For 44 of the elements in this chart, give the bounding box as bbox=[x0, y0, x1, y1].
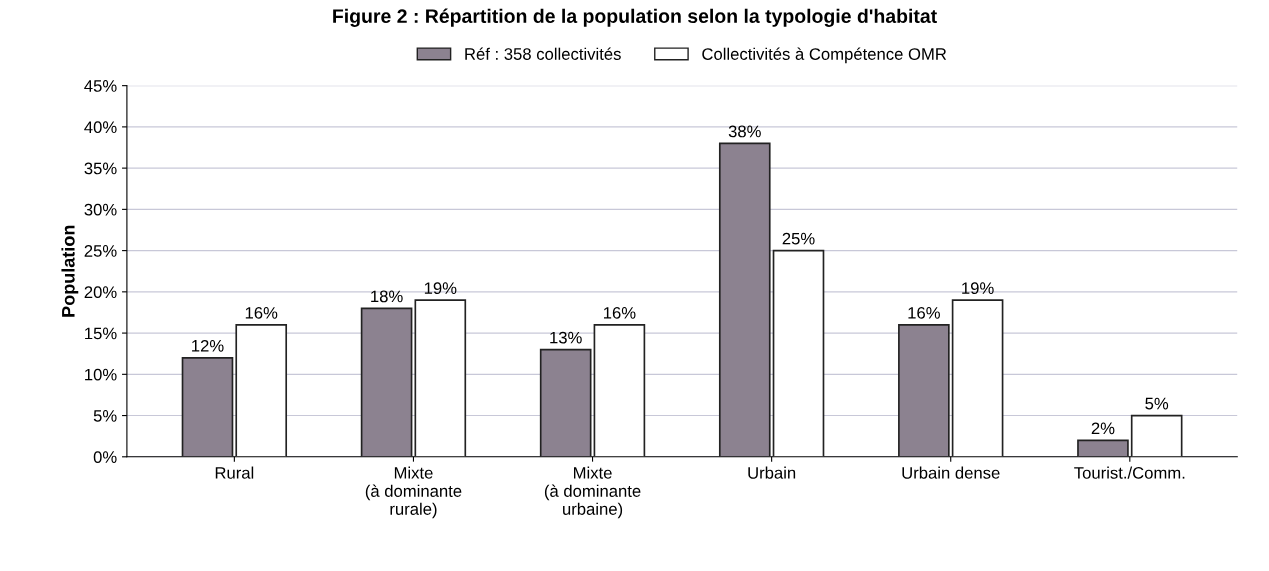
y-tick-label: 10% bbox=[85, 368, 117, 381]
bar bbox=[898, 324, 950, 457]
data-label: 19% bbox=[424, 282, 457, 295]
chart-title: Figure 2 : Répartition de la population selon la typologie d'habitat bbox=[333, 8, 937, 27]
y-axis-title: Population bbox=[61, 225, 79, 317]
y-tick-label: 45% bbox=[84, 80, 117, 92]
legend-label: Collectivités à Compétence OMR bbox=[702, 47, 947, 64]
bar bbox=[414, 299, 467, 457]
y-tick-label: 25% bbox=[84, 245, 117, 257]
x-tick-label: Mixte (à dominante rurale) bbox=[365, 466, 462, 519]
data-label: 12% bbox=[192, 339, 224, 352]
y-tick-label: 40% bbox=[84, 121, 117, 134]
legend-label: Réf : 358 collectivités bbox=[465, 47, 621, 60]
data-label: 16% bbox=[245, 306, 278, 319]
x-tick-label: Urbain dense bbox=[902, 466, 1000, 479]
data-label: 16% bbox=[908, 306, 940, 319]
y-tick-label: 30% bbox=[84, 203, 117, 216]
y-tick-label: 15% bbox=[85, 327, 117, 340]
data-label: 16% bbox=[604, 306, 636, 319]
y-tick-label: 5% bbox=[93, 410, 117, 422]
data-label: 25% bbox=[782, 232, 815, 245]
data-label: 18% bbox=[371, 290, 403, 303]
x-tick-label: Urbain bbox=[748, 466, 796, 479]
bar bbox=[181, 356, 234, 457]
y-tick-label: 35% bbox=[84, 162, 117, 175]
bar bbox=[1077, 439, 1129, 457]
bar bbox=[235, 324, 288, 457]
data-label: 19% bbox=[962, 282, 994, 295]
bar bbox=[1130, 414, 1183, 457]
bar bbox=[718, 142, 771, 457]
data-label: 5% bbox=[1145, 397, 1169, 410]
bar bbox=[593, 324, 646, 457]
bar bbox=[360, 307, 413, 457]
y-tick-label: 0% bbox=[93, 451, 117, 463]
bar bbox=[951, 299, 1004, 457]
data-label: 2% bbox=[1091, 422, 1115, 435]
bar bbox=[772, 249, 825, 457]
data-label: 13% bbox=[550, 331, 582, 344]
y-tick-label: 20% bbox=[84, 286, 117, 299]
bar bbox=[539, 348, 592, 457]
x-tick-label: Tourist./Comm. bbox=[1074, 466, 1185, 479]
x-tick-label: Mixte (à dominante urbaine) bbox=[544, 466, 641, 519]
data-label: 38% bbox=[728, 125, 761, 138]
x-tick-label: Rural bbox=[215, 466, 254, 479]
